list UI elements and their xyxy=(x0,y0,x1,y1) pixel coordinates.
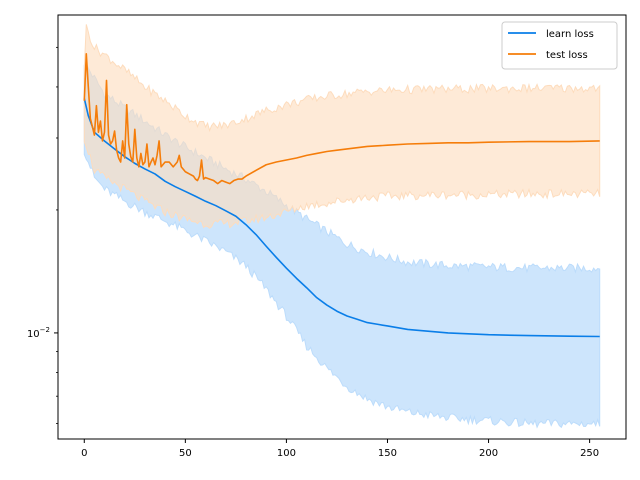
confidence-bands xyxy=(83,24,601,429)
x-tick-label: 150 xyxy=(378,448,397,459)
plot-frame xyxy=(57,14,627,440)
series-lines xyxy=(83,53,600,338)
x-tick-label: 100 xyxy=(277,448,296,459)
x-tick-label: 200 xyxy=(479,448,498,459)
y-axis: 10−2 xyxy=(27,46,58,424)
line-learn-loss xyxy=(83,98,600,338)
band-test-loss xyxy=(83,24,601,229)
legend-label-learn-loss: learn loss xyxy=(546,29,594,40)
legend-label-test-loss: test loss xyxy=(546,50,588,61)
line-test-loss xyxy=(83,53,600,185)
x-tick-label: 0 xyxy=(81,448,87,459)
x-tick-label: 50 xyxy=(179,448,192,459)
legend: learn loss test loss xyxy=(501,21,618,70)
y-major-tick-label: 10−2 xyxy=(27,326,50,340)
x-axis: 0 50 100 150 200 250 xyxy=(81,439,599,459)
x-tick-label: 250 xyxy=(580,448,599,459)
